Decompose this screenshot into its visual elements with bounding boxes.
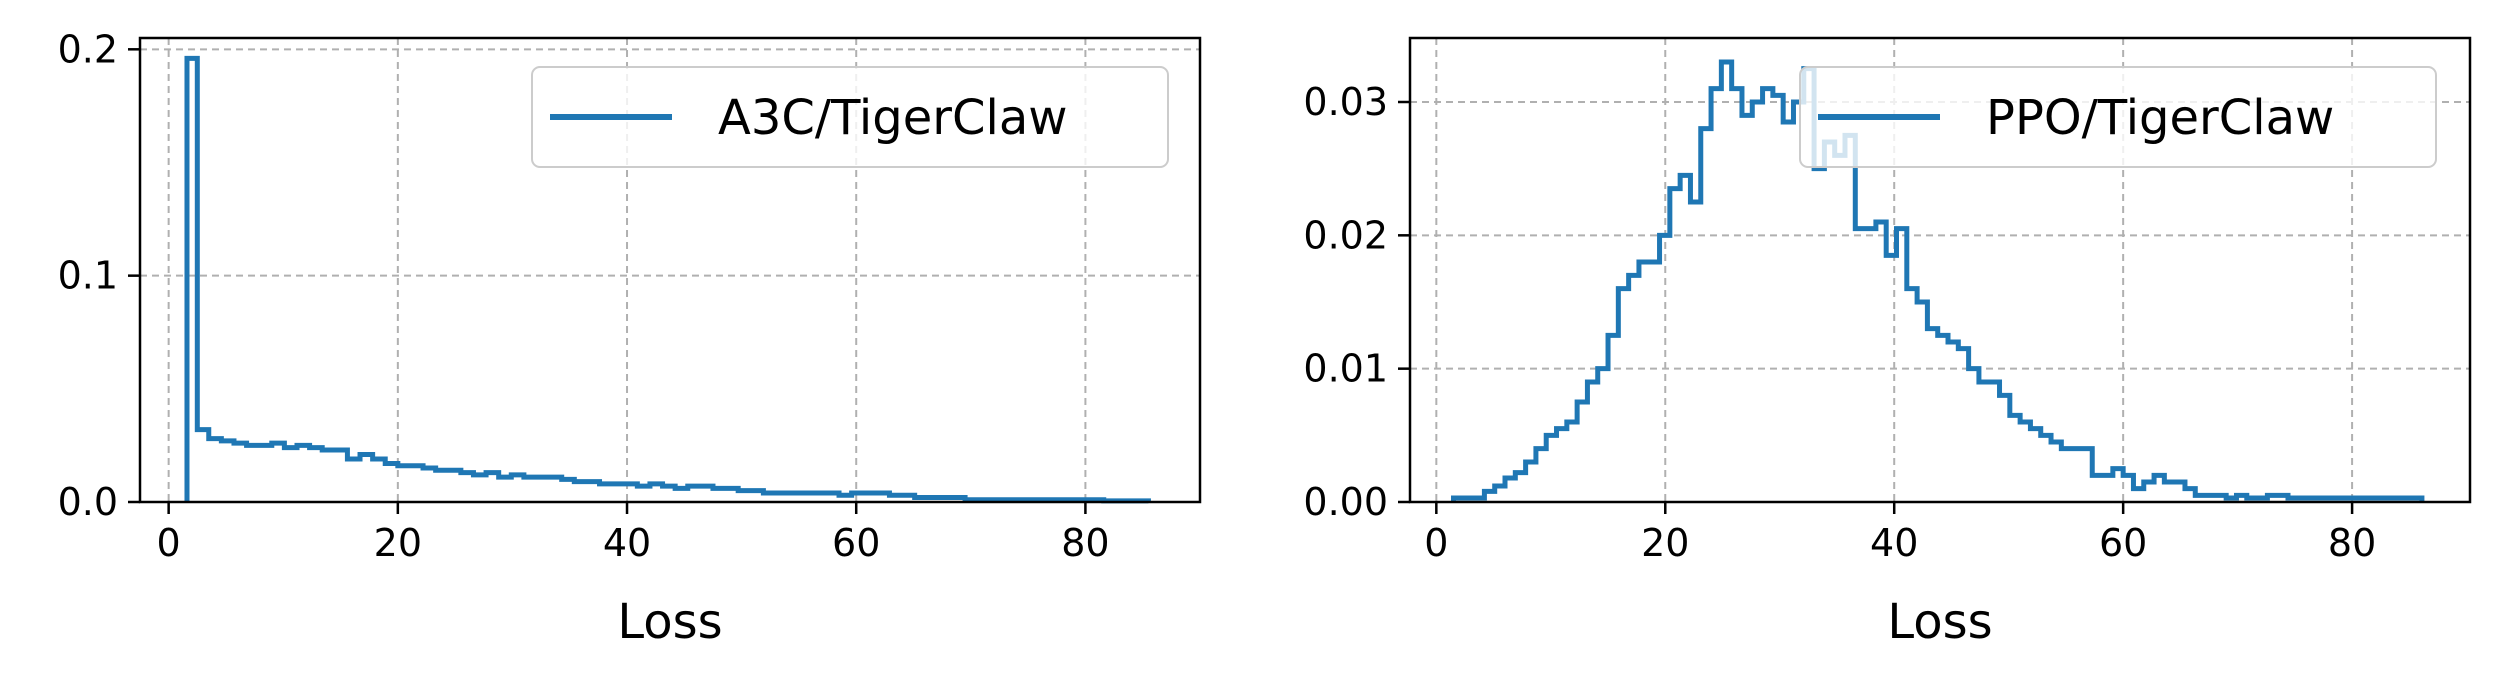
axes-frame [138,36,1202,504]
x-tick-label: 0 [1424,521,1448,565]
legend: A3C/TigerClaw [531,66,1169,168]
y-tick-label: 0.2 [58,27,118,71]
x-tick-label: 60 [832,521,880,565]
x-tick-label: 40 [603,521,651,565]
legend-box [531,66,1169,168]
x-tick-label: 60 [2099,521,2147,565]
axes-frame [1408,36,2472,504]
x-axis-label: Loss [1887,594,1992,650]
y-tick-label: 0.00 [1303,480,1388,524]
x-tick-label: 20 [374,521,422,565]
x-tick-label: 80 [1061,521,1109,565]
x-tick-label: 20 [1641,521,1689,565]
y-tick-label: 0.01 [1303,347,1388,391]
x-axis-label: Loss [617,594,722,650]
x-tick-label: 80 [2328,521,2376,565]
chart-panel-2: 0 20 40 60 80 0.00 0.01 0.02 0.03 Loss PPO/TigerCl… [1303,36,2472,650]
legend-label: PPO/TigerClaw [1986,90,2334,146]
legend-box [1799,66,2437,168]
y-tick-label: 0.02 [1303,213,1388,257]
y-tick-label: 0.0 [58,480,118,524]
y-tick-label: 0.03 [1303,80,1388,124]
x-tick-label: 0 [157,521,181,565]
legend-label: A3C/TigerClaw [718,90,1068,146]
y-tick-label: 0.1 [58,254,118,298]
legend: PPO/TigerClaw [1799,66,2437,168]
x-tick-label: 40 [1870,521,1918,565]
series-step-line [184,55,1151,504]
chart-panel-1: 0 20 40 60 80 0.0 0.1 0.2 Loss A3C/TigerClaw [58,27,1202,650]
series-step-line [1451,59,2425,502]
